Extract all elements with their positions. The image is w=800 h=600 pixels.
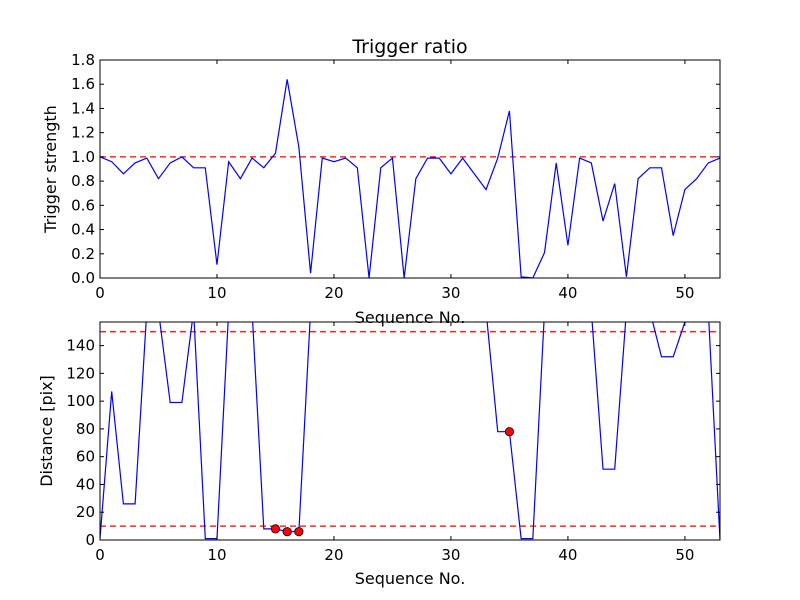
bot-y-tick-label-0: 0 — [85, 531, 95, 549]
bot-marker-point-2 — [294, 527, 304, 537]
bottom-plot-area: 0 10 20 30 40 50 0 20 40 60 80 100 120 140 — [66, 321, 721, 564]
top-x-tick-label-2: 20 — [324, 284, 343, 302]
top-y-tick-label-7: 1.4 — [71, 99, 95, 117]
bot-marker-point-3 — [504, 427, 515, 437]
top-y-tick-label-5: 1.0 — [71, 148, 95, 166]
bottom-y-axis-label: Distance [pix] — [37, 375, 56, 487]
top-y-tick-label-2: 0.4 — [71, 221, 95, 239]
bot-marker-point-0 — [270, 524, 281, 534]
bot-x-tick-label-1: 10 — [207, 546, 226, 564]
top-series-line-0 — [100, 79, 720, 278]
top-series — [100, 79, 720, 278]
top-plot-frame — [99, 59, 721, 279]
bottom-x-axis: 0 10 20 30 40 50 — [95, 322, 694, 564]
bottom-y-axis: 0 20 40 60 80 100 120 140 — [66, 337, 720, 549]
top-y-axis: 0.0 0.2 0.4 0.6 0.8 1.0 1.2 1.4 1.6 1.8 — [71, 51, 720, 287]
bottom-reference-lines — [100, 331, 720, 527]
bot-series-line-0 — [100, 322, 720, 540]
top-y-axis-label: Trigger strength — [41, 105, 60, 234]
top-y-tick-label-1: 0.2 — [71, 245, 95, 263]
top-x-axis-label: Sequence No. — [355, 308, 466, 327]
bot-y-tick-label-6: 120 — [66, 364, 95, 382]
bot-x-tick-label-4: 40 — [558, 546, 577, 564]
top-x-tick-label-1: 10 — [207, 284, 226, 302]
bottom-plot-frame — [99, 321, 721, 541]
top-x-tick-label-0: 0 — [95, 284, 105, 302]
top-y-tick-label-3: 0.6 — [71, 196, 95, 214]
top-y-tick-label-4: 0.8 — [71, 172, 95, 190]
top-y-tick-label-6: 1.2 — [71, 124, 95, 142]
top-x-tick-label-5: 50 — [675, 284, 694, 302]
top-x-tick-label-3: 30 — [441, 284, 460, 302]
top-chart-title: Trigger ratio — [351, 36, 467, 58]
bot-y-tick-label-1: 20 — [76, 503, 95, 521]
bot-x-tick-label-0: 0 — [95, 546, 105, 564]
top-x-tick-label-4: 40 — [558, 284, 577, 302]
bot-marker-point-1 — [282, 527, 292, 537]
bot-x-tick-label-3: 30 — [441, 546, 460, 564]
bottom-series — [100, 322, 720, 540]
bottom-chart: 0 10 20 30 40 50 0 20 40 60 80 100 120 140 Sequence … — [37, 321, 721, 588]
bot-x-tick-label-2: 20 — [324, 546, 343, 564]
top-y-tick-label-0: 0.0 — [71, 269, 95, 287]
top-y-tick-label-8: 1.6 — [71, 75, 95, 93]
bot-y-tick-label-4: 80 — [76, 420, 95, 438]
bot-y-tick-label-7: 140 — [66, 337, 95, 355]
top-x-axis: 0 10 20 30 40 50 — [95, 60, 694, 302]
bot-x-tick-label-5: 50 — [675, 546, 694, 564]
top-plot-area: 0 10 20 30 40 50 0.0 0.2 0.4 0.6 0.8 1.0 1.2 1.4 1.6 1… — [71, 51, 721, 302]
bot-y-tick-label-5: 100 — [66, 392, 95, 410]
bottom-x-axis-label: Sequence No. — [355, 569, 466, 588]
bot-y-tick-label-2: 40 — [76, 475, 95, 493]
top-chart: Trigger ratio 0 10 20 30 40 50 0.00.20.40.60.… — [41, 36, 721, 327]
bot-y-tick-label-3: 60 — [76, 448, 95, 466]
top-y-tick-label-9: 1.8 — [71, 51, 95, 69]
